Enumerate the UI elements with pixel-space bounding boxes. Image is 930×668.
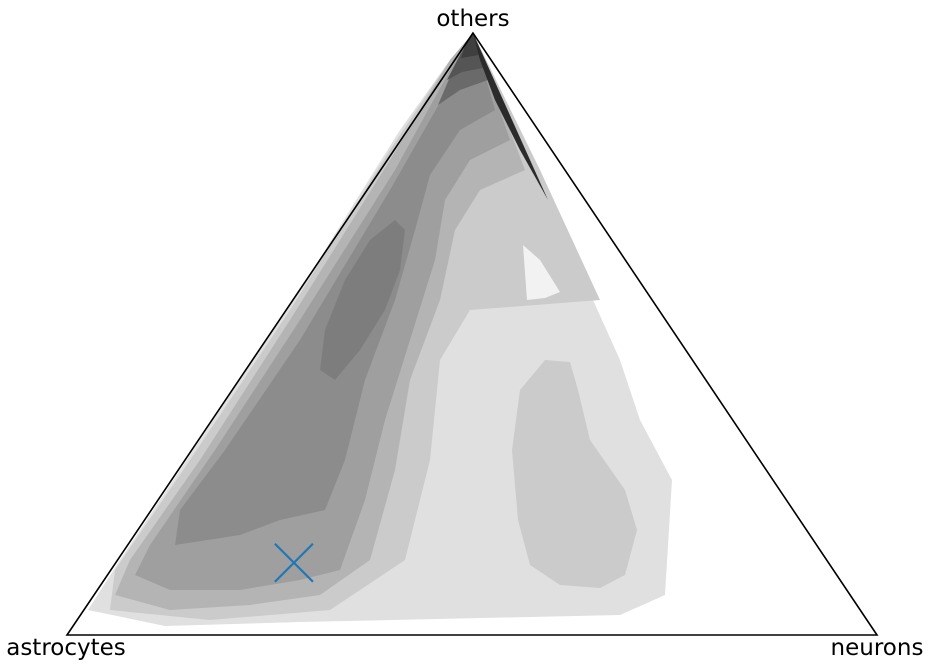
composition-marker — [274, 542, 314, 583]
density-contours — [88, 33, 672, 626]
contour-level-9 — [461, 33, 479, 58]
contour-level-5 — [175, 33, 495, 545]
vertex-label-left: astrocytes — [6, 635, 126, 661]
ternary-frame — [65, 31, 879, 636]
contour-apex-wedge — [473, 33, 548, 200]
contour-level-0-highlight — [523, 245, 560, 300]
marker-x-stroke-2 — [274, 542, 314, 583]
contour-level-6 — [320, 220, 405, 380]
contour-level-2-blob — [512, 360, 637, 588]
vertex-label-top: others — [436, 6, 509, 32]
vertex-label-right: neurons — [831, 635, 924, 661]
triangle-border — [65, 31, 879, 636]
